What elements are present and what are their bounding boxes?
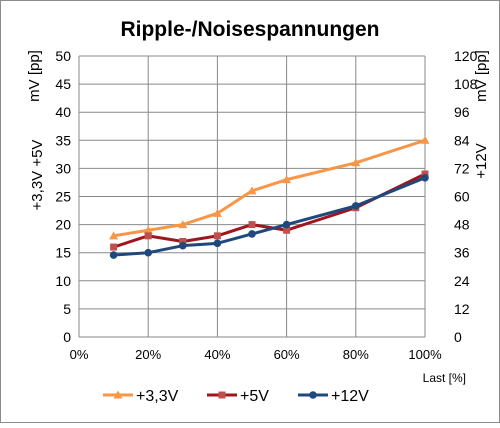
x-tick-label: 100% <box>408 347 442 362</box>
data-point-triangle <box>351 158 361 167</box>
data-point-triangle <box>178 220 188 229</box>
data-point-circle <box>109 251 118 259</box>
data-point-square <box>248 221 256 229</box>
x-tick-label: 40% <box>204 347 230 362</box>
series-line <box>113 138 426 238</box>
y-right-tick-label: 120 <box>454 48 478 64</box>
data-point-square <box>218 391 226 399</box>
data-point-square <box>144 232 152 240</box>
data-point-square <box>283 226 291 234</box>
y-left-tick-label: 20 <box>55 217 71 233</box>
data-point-triangle <box>420 135 430 144</box>
y-left-tick-label: 5 <box>63 301 71 317</box>
data-point-triangle <box>113 390 123 399</box>
x-tick-label: 60% <box>274 347 300 362</box>
data-point-circle <box>179 241 187 250</box>
y-axis-left-unit: mV [pp] <box>26 50 43 102</box>
y-left-tick-label: 30 <box>55 160 71 176</box>
y-right-tick-label: 12 <box>454 301 470 317</box>
data-point-circle <box>352 202 360 210</box>
legend-label: +5V <box>240 388 269 405</box>
y-left-tick-label: 10 <box>55 273 71 289</box>
y-axis-right-unit: mV [pp] <box>473 50 490 102</box>
y-left-tick-label: 15 <box>55 245 71 261</box>
legend: +3,3V +5V +12V <box>103 388 369 405</box>
legend-item-+12V: +12V <box>298 388 369 405</box>
y-right-tick-label: 48 <box>454 217 470 233</box>
series-+3,3V <box>109 135 430 240</box>
data-point-triangle <box>143 225 153 234</box>
data-point-triangle <box>212 208 222 217</box>
data-point-circle <box>213 239 222 248</box>
x-tick-label: 20% <box>135 347 161 362</box>
data-point-circle <box>309 391 317 399</box>
series-layer <box>109 135 430 259</box>
y-right-tick-label: 60 <box>454 189 470 205</box>
y-right-tick-label: 24 <box>454 273 470 289</box>
y-left-tick-label: 40 <box>55 104 71 120</box>
legend-label: +12V <box>331 388 369 405</box>
y-right-tick-label: 0 <box>454 329 462 345</box>
x-tick-label: 80% <box>343 347 369 362</box>
data-point-circle <box>282 220 291 229</box>
legend-label: +3,3V <box>136 388 179 405</box>
data-point-triangle <box>247 186 257 195</box>
series-line <box>113 172 426 249</box>
y-right-tick-label: 36 <box>454 245 470 261</box>
y-left-tick-label: 0 <box>63 329 71 345</box>
x-tick-label: 0% <box>70 347 89 362</box>
data-point-square <box>213 232 221 240</box>
y-axis-left-title: +3,3V +5V <box>29 140 46 211</box>
data-point-square <box>110 243 118 251</box>
y-left-tick-label: 50 <box>55 48 71 64</box>
y-left-tick-label: 35 <box>55 132 71 148</box>
data-point-square <box>179 237 187 245</box>
data-point-circle <box>421 173 429 182</box>
data-point-triangle <box>282 175 292 184</box>
y-left-tick-label: 45 <box>55 76 71 92</box>
chart-title: Ripple-/Noisespannungen <box>120 18 379 41</box>
y-axis-right-title: +12V <box>473 143 490 178</box>
y-right-tick-label: 96 <box>454 104 470 120</box>
data-point-triangle <box>109 231 119 240</box>
legend-item-+5V: +5V <box>207 388 269 405</box>
series-line <box>113 176 426 257</box>
y-right-tick-label: 84 <box>454 132 470 148</box>
legend-item-+3,3V: +3,3V <box>103 388 179 405</box>
series-+12V <box>109 173 429 259</box>
x-axis-title: Last [%] <box>423 371 466 385</box>
data-point-circle <box>144 248 152 257</box>
y-right-tick-label: 108 <box>454 76 478 92</box>
grid <box>78 55 426 338</box>
data-point-circle <box>248 230 256 238</box>
y-left-tick-label: 25 <box>55 189 71 205</box>
y-right-tick-label: 72 <box>454 160 470 176</box>
axes: 0 0 5 12 10 24 15 36 20 48 25 60 30 72 35 84 40 96 45 108 50… <box>55 48 477 362</box>
